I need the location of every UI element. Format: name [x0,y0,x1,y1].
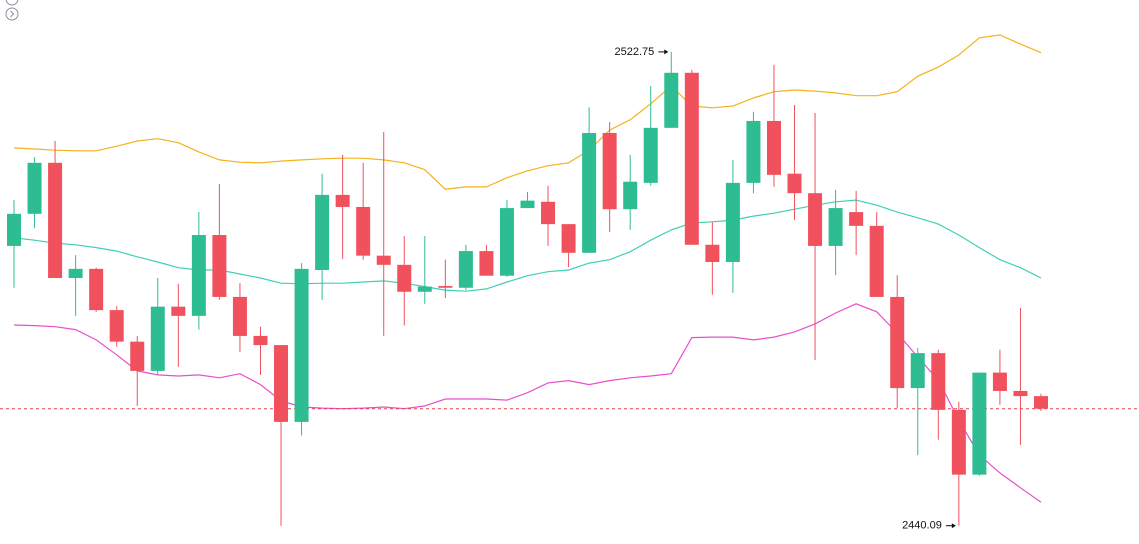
candle-body [397,264,412,292]
candle-body [150,306,165,371]
candle-body [602,132,617,210]
candle-body [7,213,21,246]
candle-body [808,193,823,246]
candle-body [68,268,83,279]
candle-body [623,181,638,210]
candle-body [787,173,802,194]
candle-body [89,268,104,311]
candle-body [232,296,247,336]
annotation-arrowhead [664,49,669,55]
price-annotation: 2522.75 [615,46,655,58]
price-annotation: 2440.09 [902,520,942,532]
candle-body [746,120,761,183]
candle-body [212,235,227,297]
candle-body [356,206,371,256]
candle-body [1034,396,1048,409]
candle-body [438,286,453,288]
candle-body [705,244,720,262]
candle-body [643,127,658,183]
candle-body [417,286,432,292]
candle-body [849,212,864,226]
candle-body [191,235,206,316]
candle-body [130,341,145,371]
candle-body [335,194,350,207]
candle-body [582,132,597,253]
collapse-icon[interactable] [5,0,19,6]
candle-body [972,372,987,475]
toolbar-icons [5,0,19,21]
candle-body [890,296,905,389]
candle-body [725,182,740,262]
candle-body [951,409,966,475]
candle-body [992,372,1007,391]
candle-body [109,310,124,342]
candle-body [541,201,556,225]
candle-body [910,353,925,389]
candle-body [561,224,576,253]
candle-body [48,162,63,279]
band-line [13,34,1042,190]
candle-body [931,353,946,410]
candle-body [376,255,391,265]
expand-arrow [10,10,15,18]
candle-body [171,306,186,316]
candle-body [869,225,884,297]
candle-body [253,335,268,346]
candle-body [458,251,473,288]
candle-body [27,162,42,214]
candle-body [479,251,494,276]
candle-body [766,120,781,175]
candle-body [520,200,535,209]
band-line [13,199,1042,292]
candle-body [274,345,289,422]
candle-body [315,194,330,270]
candle-body [664,72,679,128]
candle-body [294,268,309,422]
candle-body [828,208,843,246]
candle-body [499,208,514,276]
candle-body [1013,390,1028,397]
expand-icon[interactable] [5,7,19,21]
annotation-arrowhead [951,523,956,529]
candle-body [684,72,699,245]
band-line [13,303,1042,503]
